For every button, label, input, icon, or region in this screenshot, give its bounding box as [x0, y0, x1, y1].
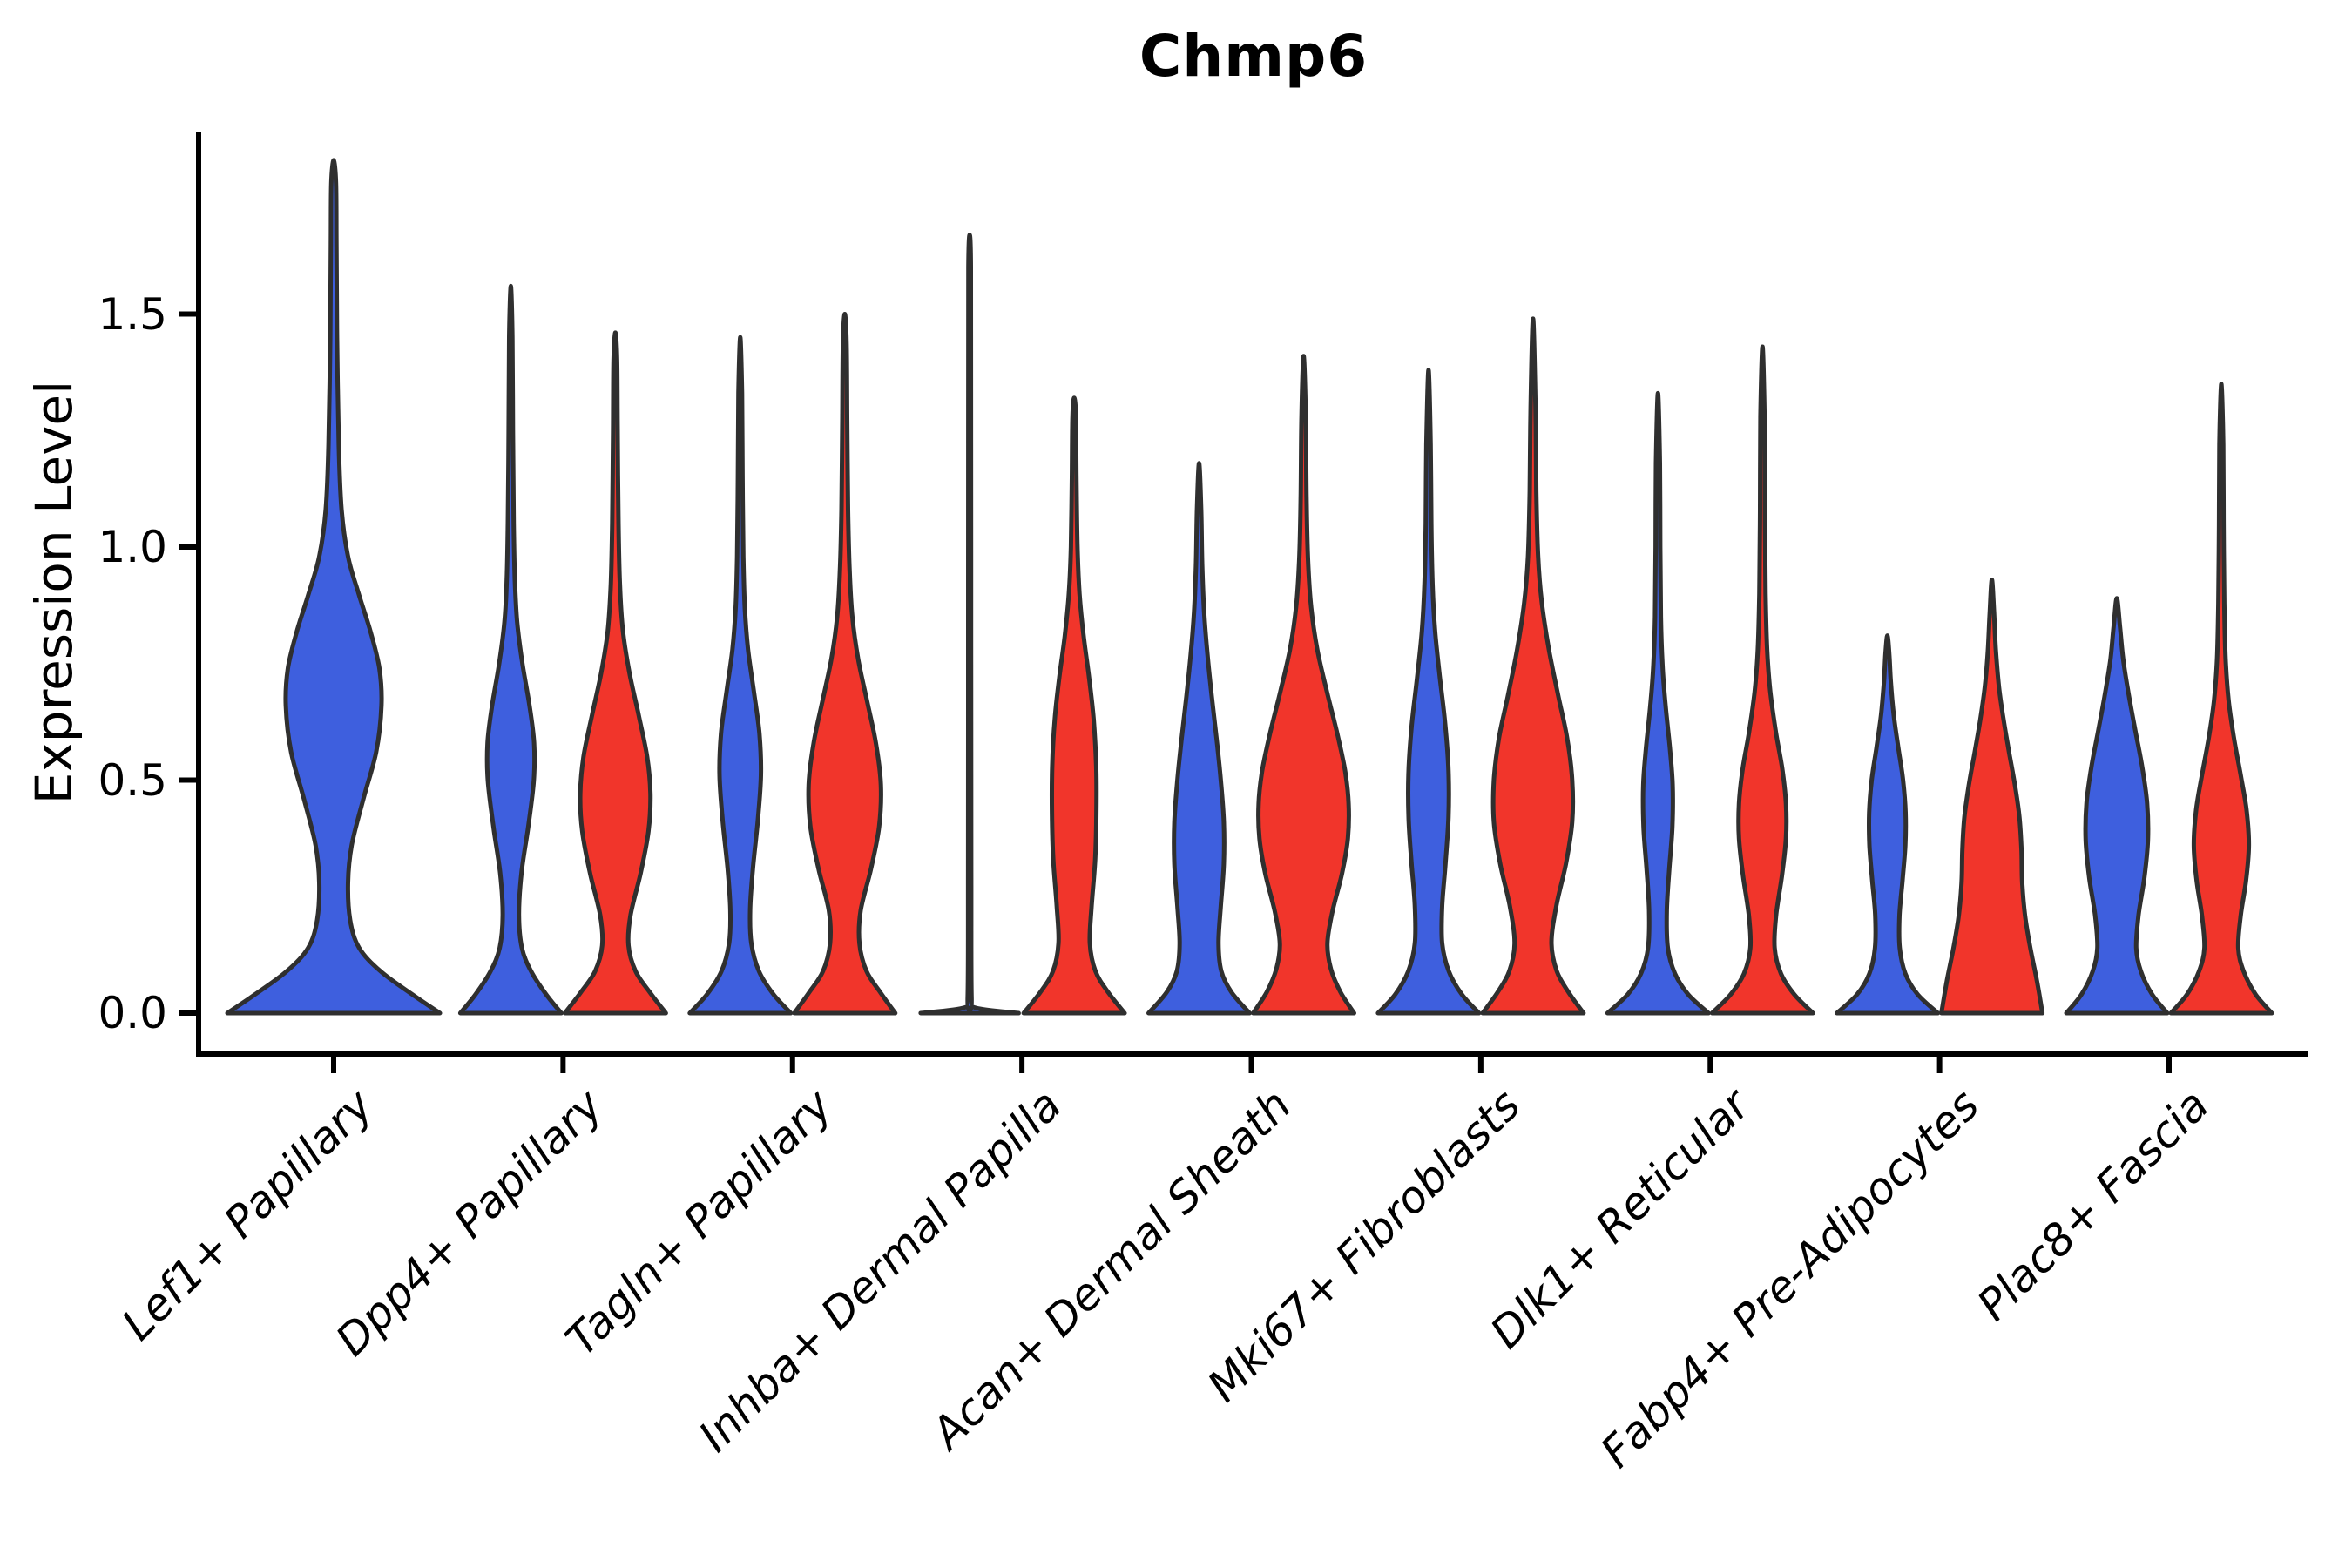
violin-blue [1605, 390, 1711, 1016]
y-tick-marks [179, 311, 199, 1016]
violin-red [1480, 316, 1586, 1016]
violins-layer [225, 158, 2274, 1016]
violin-blue [225, 158, 443, 1016]
chart-title: Chmp6 [1139, 23, 1369, 90]
y-tick-label: 0.0 [98, 988, 167, 1038]
violin-blue [918, 233, 1021, 1016]
violin-blue [687, 335, 794, 1016]
x-tick-marks [331, 1054, 2172, 1073]
violin-red [1021, 395, 1127, 1016]
violin-red [1251, 354, 1356, 1016]
violin-blue [457, 283, 564, 1016]
violin-blue [1146, 461, 1252, 1016]
violin-red [1709, 344, 1815, 1016]
y-tick-label: 1.0 [98, 522, 167, 572]
y-tick-label: 0.5 [98, 754, 167, 806]
axes-layer [179, 132, 2308, 1073]
y-axis-label: Expression Level [24, 380, 84, 805]
violin-red [792, 312, 898, 1016]
violin-red [2168, 382, 2274, 1016]
violin-blue [1375, 368, 1482, 1016]
violin-red [1939, 578, 2045, 1016]
violin-blue [2064, 596, 2170, 1016]
violin-red [562, 330, 668, 1016]
y-tick-label: 1.5 [98, 288, 167, 340]
violin-blue [1835, 633, 1941, 1016]
